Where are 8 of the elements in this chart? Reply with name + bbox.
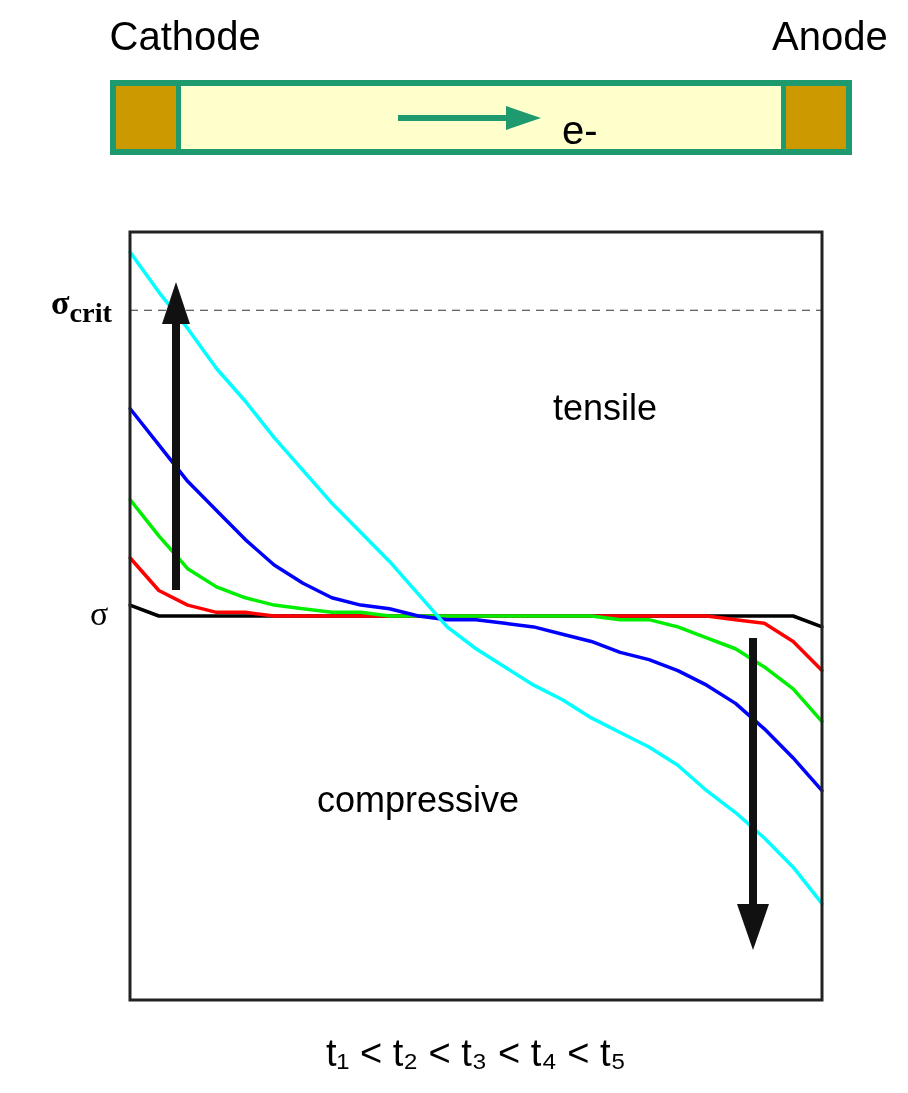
text: Cathode: [109, 14, 261, 58]
y-axis-title: σ: [90, 595, 109, 632]
ref-line-label: σ$_{crit}$: [51, 283, 112, 328]
text: Anode: [772, 14, 888, 58]
annotation: compressive: [317, 779, 520, 820]
x-axis-title: t₁ < t₂ < t₃ < t₄ < t₅: [326, 1032, 626, 1074]
annotation: tensile: [553, 387, 658, 428]
text: e-: [562, 108, 598, 152]
